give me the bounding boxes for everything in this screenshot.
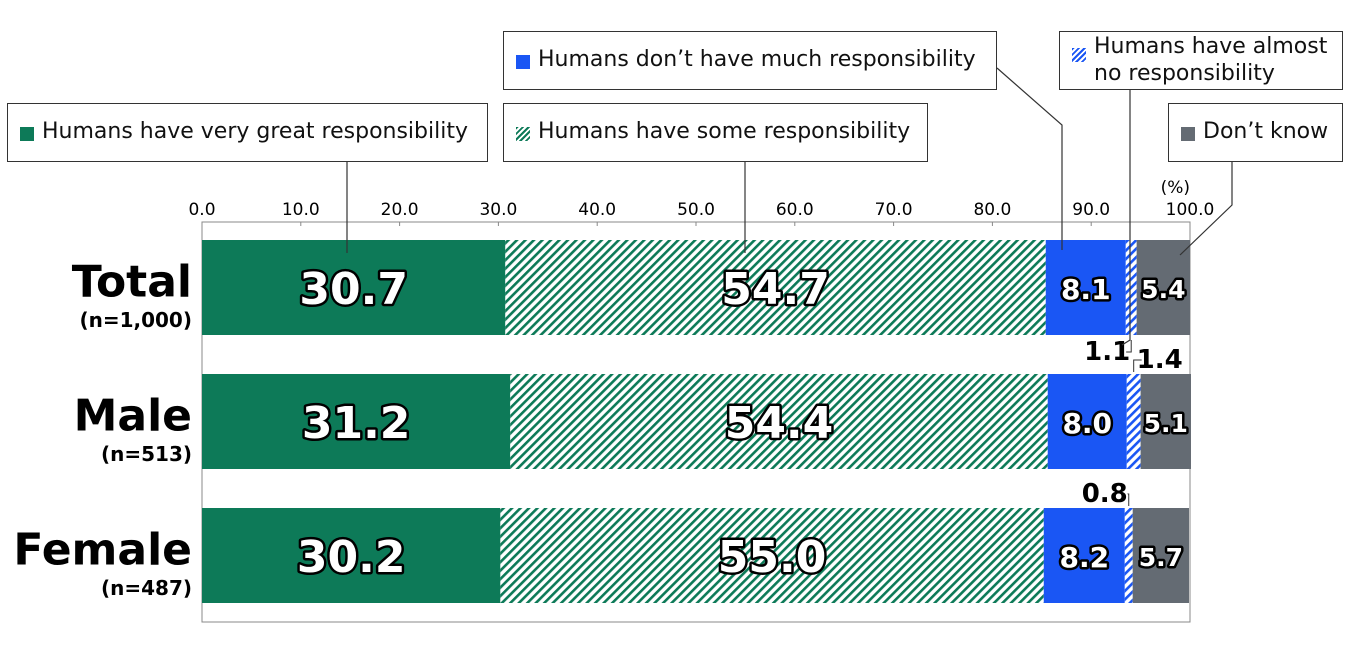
legend-swatch [516,126,530,141]
x-tick-label: 50.0 [677,200,715,220]
data-label: 8.1 [1061,273,1111,306]
leader-line [1122,493,1130,506]
legend-label: Humans have almost no responsibility [1094,34,1328,86]
bar-segment [1124,508,1133,603]
data-label: 0.8 [1082,479,1128,509]
leader-line [1125,340,1132,353]
legend-item: Humans have very great responsibility [7,103,488,162]
category-note: (n=487) [101,576,192,600]
bar-segment [505,240,1046,335]
x-tick-label: 60.0 [776,200,814,220]
category-label: Total [72,257,192,308]
category-note: (n=513) [101,442,192,466]
legend-leader [1121,90,1131,346]
category-label: Male [74,391,192,442]
x-tick-label: 100.0 [1166,200,1215,220]
legend-label: Humans don’t have much responsibility [538,47,976,73]
bar-segment [1126,374,1141,469]
bar-segment [202,508,501,603]
legend-item: Humans have some responsibility [503,103,928,162]
data-label: 30.7 [299,264,408,315]
bar-segment [1140,374,1191,469]
x-tick-label: 40.0 [578,200,616,220]
data-label: 31.2 [302,398,411,449]
legend-swatch [20,126,34,141]
legend-item: Don’t know [1168,103,1343,162]
legend-label: Don’t know [1203,119,1329,145]
bar-segment [1043,508,1125,603]
x-tick-label: 10.0 [282,200,320,220]
data-label: 1.4 [1137,345,1183,375]
bar-segment [202,240,506,335]
bar-segment [500,508,1044,603]
legend-leader [996,67,1063,250]
x-tick-label: 0.0 [188,200,215,220]
x-tick-label: 80.0 [973,200,1011,220]
bar-segment [202,374,511,469]
bar-segment [510,374,1048,469]
data-label: 55.0 [718,532,827,583]
legend-item: Humans have almost no responsibility [1059,31,1343,90]
data-label: 54.7 [721,264,830,315]
data-label: 8.0 [1062,407,1112,440]
legend-label: Humans have very great responsibility [42,119,468,145]
bar-segment [1045,240,1126,335]
unit-label: (%) [1161,178,1190,198]
legend-swatch [1072,48,1086,62]
data-label: 5.7 [1139,543,1183,572]
data-label: 8.2 [1059,541,1109,574]
data-label: 5.1 [1144,409,1188,438]
bar-segment [1125,240,1137,335]
bar-segment [1047,374,1127,469]
legend-swatch [516,54,530,69]
x-tick-label: 30.0 [479,200,517,220]
x-tick-label: 90.0 [1072,200,1110,220]
data-label: 54.4 [725,398,834,449]
bar-segment [1136,240,1190,335]
x-tick-label: 20.0 [381,200,419,220]
legend-leader [1179,162,1233,256]
leader-line [1133,359,1142,372]
data-label: 5.4 [1141,275,1185,304]
category-label: Female [13,525,192,576]
legend-swatch [1181,126,1195,141]
x-tick-label: 70.0 [875,200,913,220]
legend-label: Humans have some responsibility [538,119,911,145]
legend-item: Humans don’t have much responsibility [503,31,997,90]
data-label: 1.1 [1084,337,1130,367]
bar-segment [1132,508,1190,603]
category-note: (n=1,000) [79,308,192,332]
data-label: 30.2 [297,532,406,583]
